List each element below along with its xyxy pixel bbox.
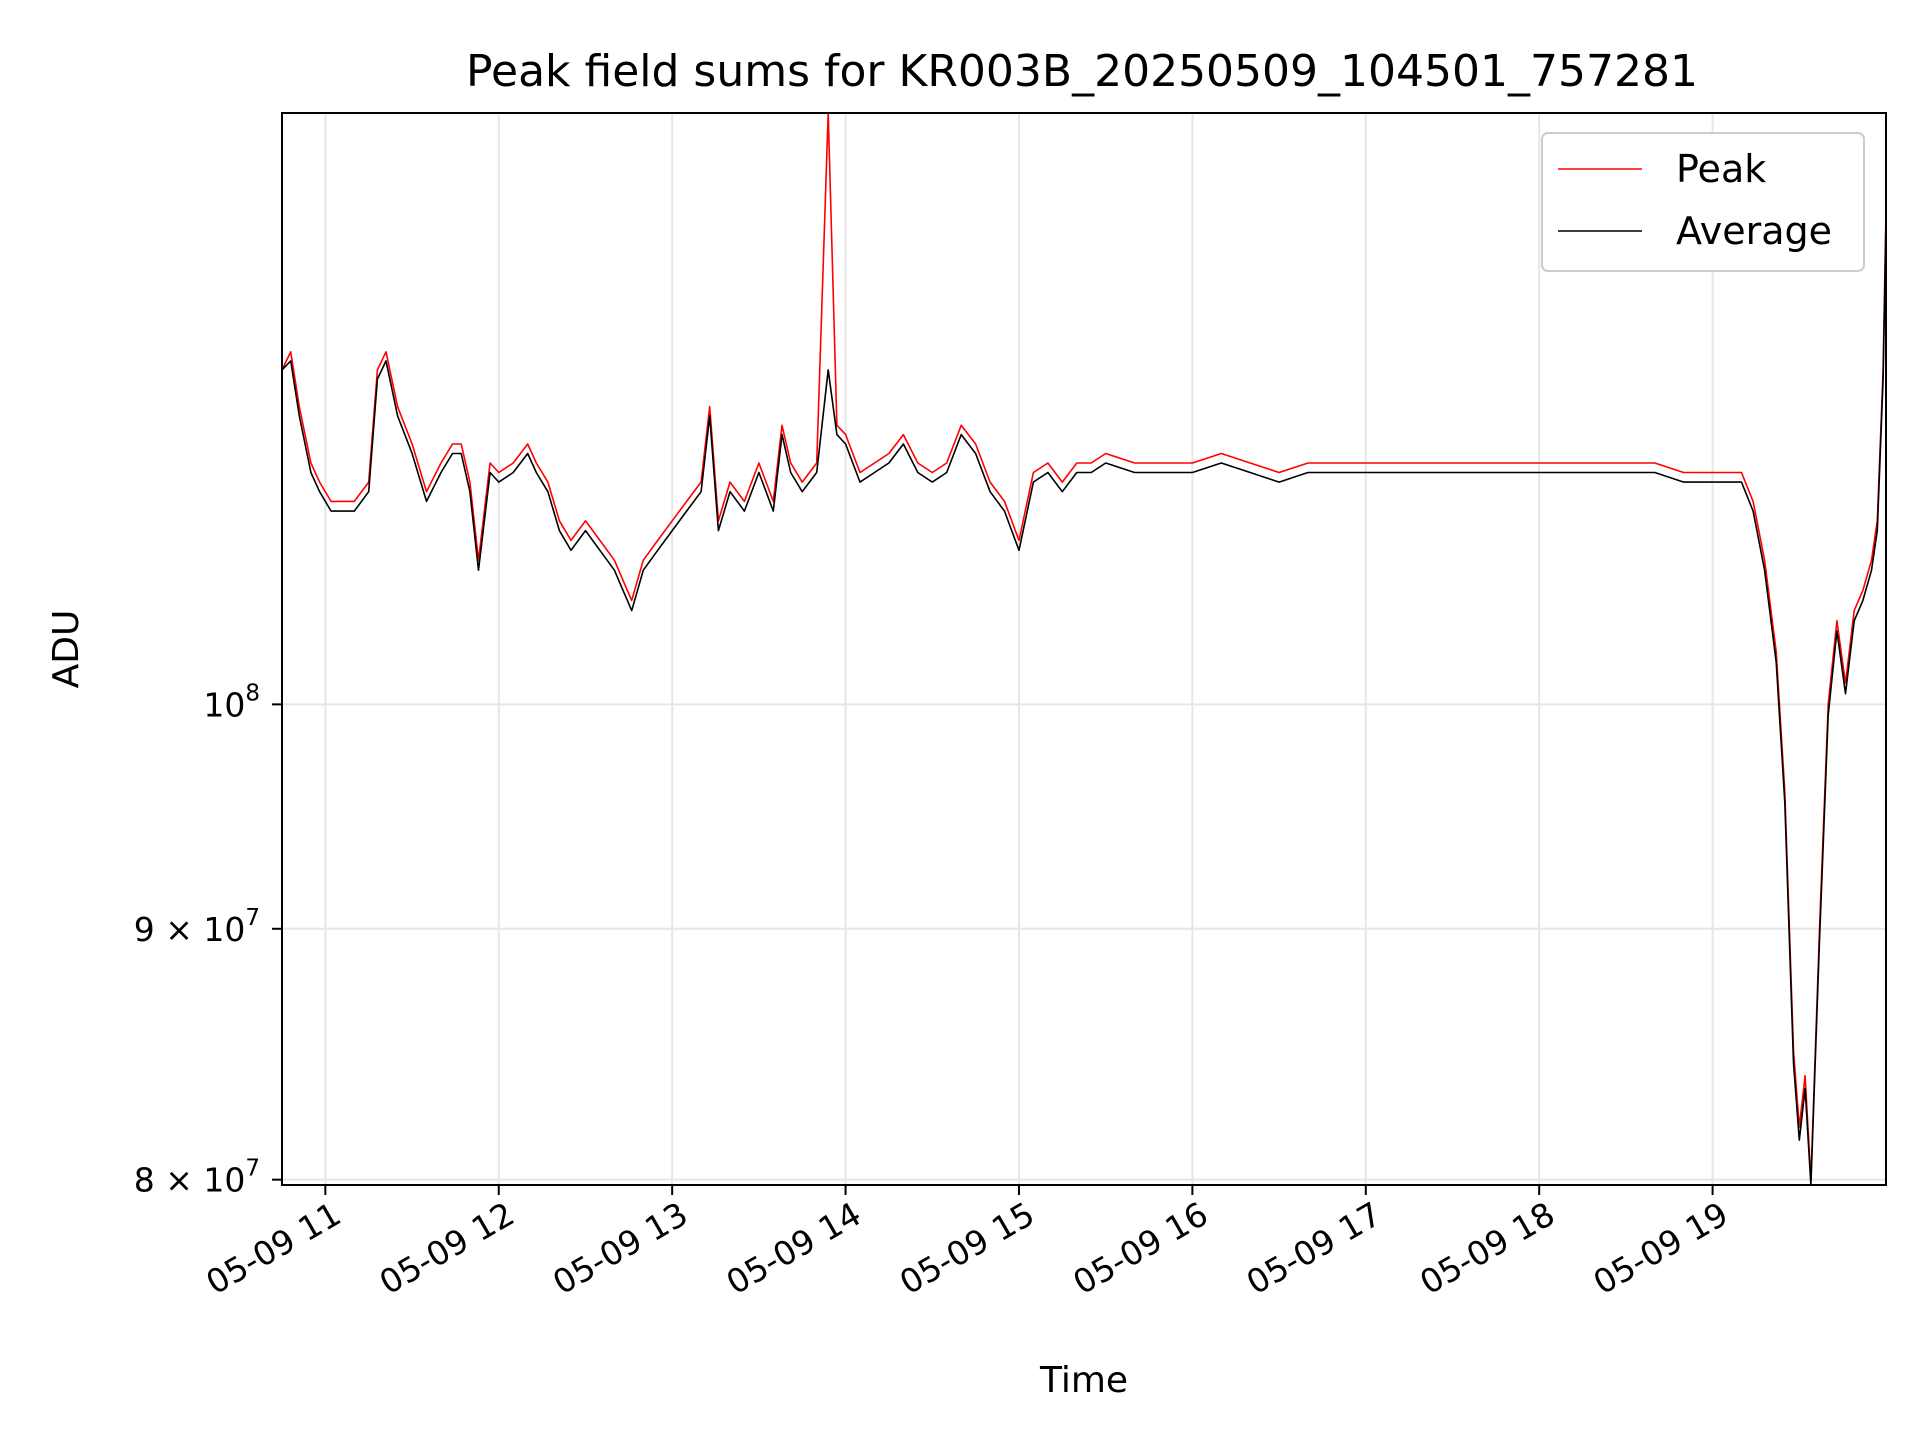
series-line-average bbox=[281, 220, 1887, 1186]
y-tick-label-base: 8 × 10 bbox=[134, 1161, 246, 1200]
y-axis-label: ADU bbox=[46, 610, 87, 689]
legend-peak-label: Peak bbox=[1676, 147, 1766, 191]
x-gridlines bbox=[324, 113, 1714, 1185]
series-line-peak bbox=[281, 112, 1887, 1181]
y-tick-label: 8 × 107 bbox=[134, 1156, 260, 1200]
plot-area bbox=[282, 113, 1886, 1185]
y-tick-label-exponent: 7 bbox=[245, 905, 260, 931]
plot-frame bbox=[281, 112, 1887, 1186]
y-tick-label: 9 × 107 bbox=[134, 905, 260, 949]
y-tick-label: 108 bbox=[203, 680, 260, 724]
y-gridlines bbox=[282, 703, 1886, 1181]
y-tick-label-exponent: 8 bbox=[245, 680, 260, 706]
chart-title: Peak field sums for KR003B_20250509_1045… bbox=[466, 46, 1698, 97]
y-tick-label-exponent: 7 bbox=[245, 1156, 260, 1182]
legend-average-label: Average bbox=[1676, 209, 1832, 253]
y-tick-label-base: 10 bbox=[203, 685, 245, 724]
y-tick-label-base: 9 × 10 bbox=[134, 910, 246, 949]
x-axis-label: Time bbox=[1039, 1360, 1128, 1401]
legend-box bbox=[1541, 132, 1865, 272]
series-layer bbox=[281, 112, 1887, 1186]
legend: Peak Average bbox=[1541, 132, 1865, 272]
